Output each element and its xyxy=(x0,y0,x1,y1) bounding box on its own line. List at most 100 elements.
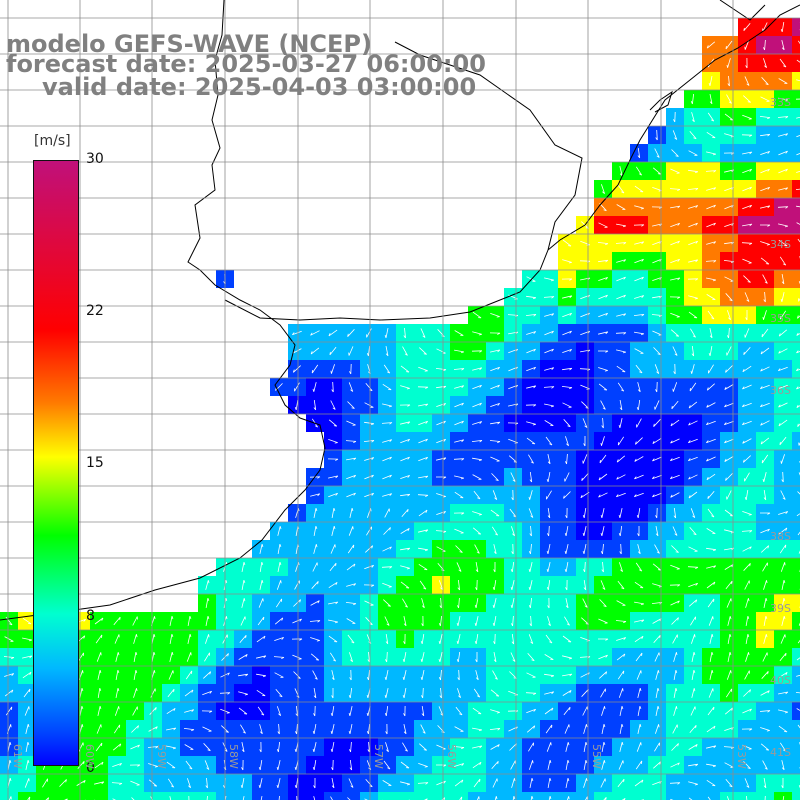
wind-arrow xyxy=(238,707,248,715)
wind-arrow xyxy=(312,724,317,735)
wind-arrow xyxy=(670,564,680,570)
wind-arrow xyxy=(618,688,624,698)
wind-arrow xyxy=(546,742,552,752)
wind-arrow xyxy=(619,562,623,572)
wind-arrow xyxy=(742,168,753,174)
wind-arrow xyxy=(705,170,717,173)
wind-arrow xyxy=(494,796,498,800)
wind-arrow xyxy=(637,723,642,734)
wind-arrow xyxy=(601,417,604,429)
wind-arrow xyxy=(310,600,320,606)
wind-arrow xyxy=(707,508,715,518)
wind-arrow xyxy=(726,670,732,680)
wind-arrow xyxy=(564,472,570,482)
wind-arrow xyxy=(760,528,770,534)
wind-cell xyxy=(792,162,800,180)
wind-arrow xyxy=(689,382,697,392)
wind-arrow xyxy=(598,312,609,318)
wind-arrow xyxy=(763,634,768,644)
wind-arrow xyxy=(706,402,716,408)
wind-arrow xyxy=(673,706,678,716)
wind-arrow xyxy=(294,382,300,392)
wind-arrow xyxy=(526,672,536,678)
wind-arrow xyxy=(528,454,534,464)
wind-arrow xyxy=(600,688,606,698)
lat-label: 41S xyxy=(770,746,791,759)
wind-arrow xyxy=(598,259,609,263)
wind-arrow xyxy=(291,330,302,336)
wind-arrow xyxy=(778,511,789,515)
wind-arrow xyxy=(202,726,212,732)
wind-arrow xyxy=(490,509,500,517)
wind-arrow xyxy=(403,724,407,735)
wind-arrow xyxy=(634,331,645,336)
wind-arrow xyxy=(780,454,785,464)
wind-arrow xyxy=(292,654,302,660)
wind-arrow xyxy=(381,566,393,569)
wind-arrow xyxy=(781,40,785,51)
wind-arrow xyxy=(4,689,14,697)
wind-arrow xyxy=(328,439,338,444)
wind-arrow xyxy=(706,473,716,481)
wind-arrow xyxy=(743,689,751,697)
wind-arrow xyxy=(618,508,623,519)
wind-arrow xyxy=(472,421,483,425)
wind-arrow xyxy=(619,741,624,752)
wind-arrow xyxy=(525,404,537,407)
wind-arrow xyxy=(796,205,800,208)
wind-arrow xyxy=(130,744,140,750)
wind-arrow xyxy=(780,490,786,500)
wind-arrow xyxy=(564,562,569,573)
wind-arrow xyxy=(258,778,263,789)
wind-arrow xyxy=(111,782,123,785)
wind-arrow xyxy=(328,419,338,427)
wind-arrow xyxy=(438,669,442,681)
wind-arrow xyxy=(655,507,658,519)
wind-arrow xyxy=(691,669,696,680)
wind-arrow xyxy=(637,687,642,698)
wind-arrow xyxy=(743,275,751,283)
wind-arrow xyxy=(364,600,374,606)
wind-arrow xyxy=(742,186,752,192)
wind-arrow xyxy=(724,113,734,121)
wind-arrow xyxy=(670,492,680,498)
wind-arrow xyxy=(241,742,245,753)
wind-cell xyxy=(792,54,800,72)
wind-arrow xyxy=(528,742,534,752)
wind-arrow xyxy=(205,777,208,789)
wind-arrow xyxy=(634,474,644,480)
wind-arrow xyxy=(528,508,534,518)
wind-arrow xyxy=(777,366,788,372)
wind-arrow xyxy=(385,651,388,663)
wind-arrow xyxy=(133,688,138,698)
wind-arrow xyxy=(382,474,392,480)
wind-arrow xyxy=(490,744,500,750)
wind-arrow xyxy=(512,795,516,800)
wind-arrow xyxy=(688,150,698,156)
wind-arrow xyxy=(690,93,694,105)
wind-arrow xyxy=(742,511,752,516)
wind-arrow xyxy=(782,796,785,800)
wind-arrow xyxy=(691,651,696,662)
wind-arrow xyxy=(276,706,282,717)
wind-arrow xyxy=(690,364,695,374)
wind-arrow xyxy=(600,526,605,537)
wind-arrow xyxy=(691,345,695,357)
wind-arrow xyxy=(653,347,661,355)
wind-arrow xyxy=(420,670,425,681)
wind-arrow xyxy=(616,294,626,300)
wind-arrow xyxy=(565,507,568,519)
wind-arrow xyxy=(709,328,713,339)
wind-arrow xyxy=(418,420,429,426)
colorbar-tick-30: 30 xyxy=(86,151,104,167)
wind-arrow xyxy=(417,494,429,497)
wind-arrow xyxy=(691,688,696,698)
wind-arrow xyxy=(547,759,552,770)
wind-arrow xyxy=(743,346,751,356)
wind-arrow xyxy=(687,566,699,569)
wind-arrow xyxy=(724,456,734,462)
wind-arrow xyxy=(724,420,734,426)
wind-arrow xyxy=(616,204,626,210)
wind-arrow xyxy=(382,383,392,391)
wind-arrow xyxy=(310,493,321,497)
